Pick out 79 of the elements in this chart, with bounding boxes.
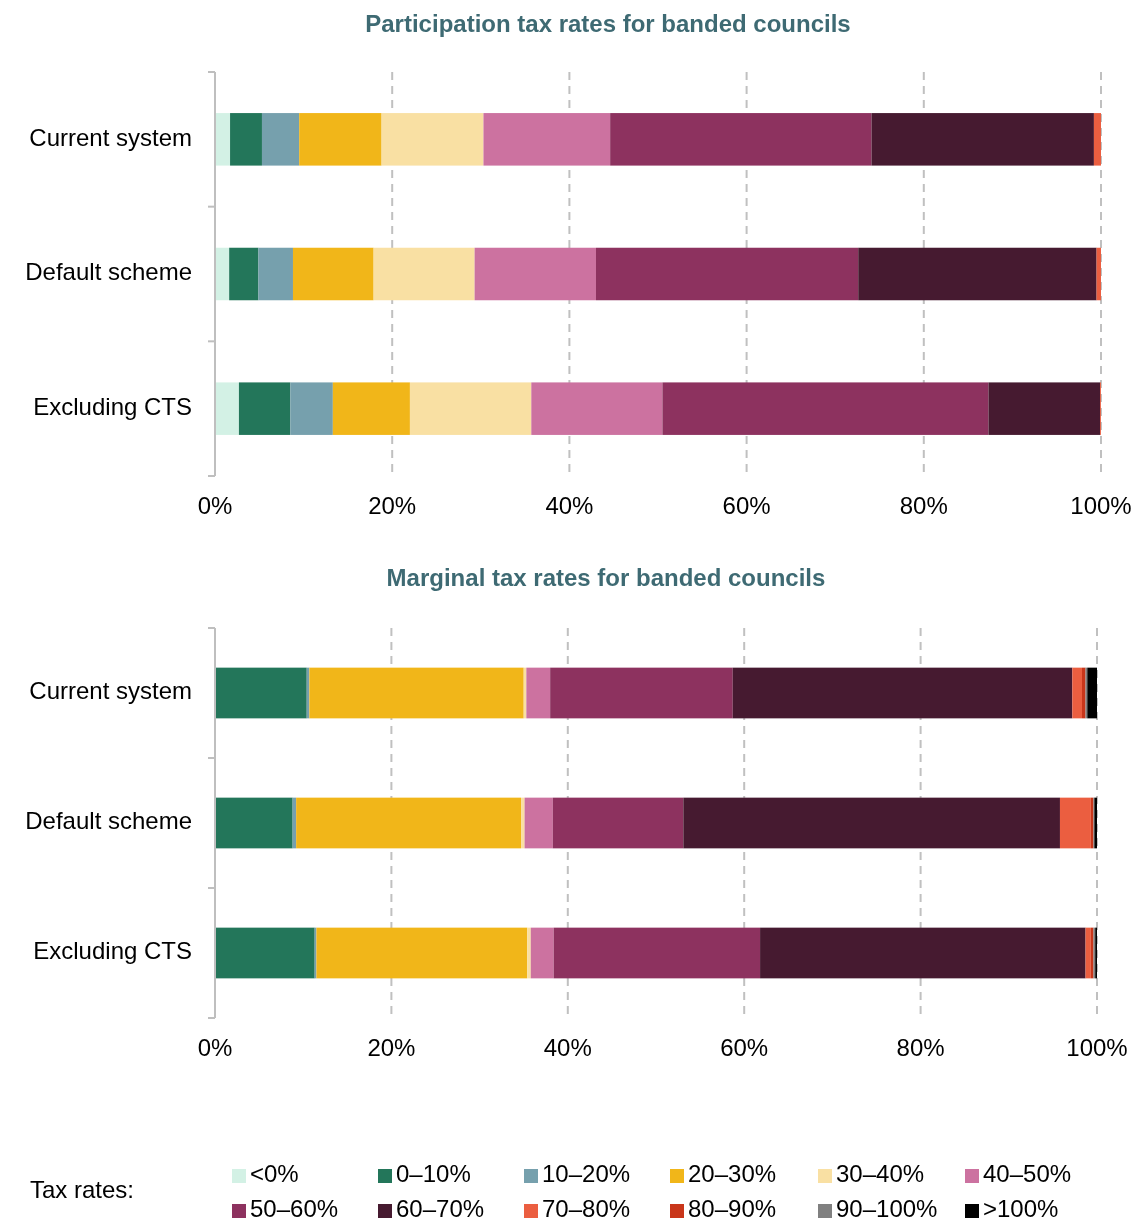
bar bbox=[732, 667, 1073, 719]
chart-title: Participation tax rates for banded councils bbox=[365, 10, 851, 38]
legend-label: 70–80% bbox=[542, 1195, 631, 1223]
bar bbox=[531, 382, 663, 435]
x-tick-label: 80% bbox=[899, 492, 948, 520]
bar bbox=[553, 927, 761, 979]
bar bbox=[309, 667, 524, 719]
legend-label: 80–90% bbox=[688, 1195, 777, 1223]
legend-label: 0–10% bbox=[396, 1160, 471, 1188]
y-tick-label: Default scheme bbox=[25, 807, 192, 835]
bar bbox=[662, 382, 989, 435]
x-tick-label: 0% bbox=[197, 492, 233, 520]
bar bbox=[483, 113, 611, 166]
bar bbox=[988, 382, 1101, 435]
bar bbox=[296, 797, 522, 849]
bar bbox=[595, 247, 859, 301]
bar bbox=[332, 382, 410, 435]
bar bbox=[373, 247, 475, 301]
bar bbox=[474, 247, 596, 301]
bar bbox=[299, 113, 382, 166]
bar bbox=[316, 927, 528, 979]
bar bbox=[238, 382, 291, 435]
bar bbox=[527, 927, 531, 979]
bar bbox=[683, 797, 1060, 849]
bar bbox=[1072, 667, 1082, 719]
x-tick-label: 60% bbox=[720, 1034, 769, 1062]
bar bbox=[215, 382, 239, 435]
x-tick-label: 100% bbox=[1070, 492, 1132, 520]
legend-label: 40–50% bbox=[983, 1160, 1072, 1188]
legend-label: 60–70% bbox=[396, 1195, 485, 1223]
bar bbox=[530, 927, 554, 979]
y-tick-label: Current system bbox=[29, 123, 192, 151]
bar bbox=[409, 382, 532, 435]
x-tick-label: 80% bbox=[896, 1034, 945, 1062]
bar bbox=[1085, 927, 1091, 979]
bar bbox=[1093, 113, 1101, 166]
legend-label: <0% bbox=[250, 1160, 299, 1188]
bar bbox=[381, 113, 484, 166]
x-tick-label: 20% bbox=[367, 1034, 416, 1062]
bar bbox=[230, 113, 262, 166]
legend-label: 10–20% bbox=[542, 1160, 631, 1188]
legend-label: 20–30% bbox=[688, 1160, 777, 1188]
bar bbox=[521, 797, 525, 849]
legend-label: 90–100% bbox=[836, 1195, 938, 1223]
legend-title: Tax rates: bbox=[30, 1176, 135, 1204]
y-tick-label: Current system bbox=[29, 677, 192, 705]
x-tick-label: 20% bbox=[368, 492, 417, 520]
bar bbox=[1059, 797, 1091, 849]
x-tick-label: 0% bbox=[197, 1034, 233, 1062]
bar bbox=[552, 797, 684, 849]
bar bbox=[524, 797, 553, 849]
y-tick-label: Excluding CTS bbox=[33, 393, 192, 421]
bar bbox=[760, 927, 1086, 979]
bar bbox=[550, 667, 733, 719]
x-tick-label: 40% bbox=[545, 492, 594, 520]
y-tick-label: Excluding CTS bbox=[33, 937, 192, 965]
legend-label: 50–60% bbox=[250, 1195, 339, 1223]
bar bbox=[215, 113, 231, 166]
bar bbox=[871, 113, 1094, 166]
bar bbox=[1087, 667, 1097, 719]
legend-label: 30–40% bbox=[836, 1160, 925, 1188]
bar bbox=[261, 113, 300, 166]
y-tick-label: Default scheme bbox=[25, 258, 192, 286]
bar bbox=[258, 247, 293, 301]
bar bbox=[292, 247, 374, 301]
bar bbox=[610, 113, 872, 166]
x-tick-label: 60% bbox=[722, 492, 771, 520]
bar bbox=[215, 927, 315, 979]
bar bbox=[215, 247, 230, 301]
bar bbox=[290, 382, 333, 435]
bar bbox=[526, 667, 551, 719]
bar bbox=[215, 797, 293, 849]
x-tick-label: 100% bbox=[1066, 1034, 1128, 1062]
bar bbox=[229, 247, 259, 301]
legend-label: >100% bbox=[983, 1195, 1059, 1223]
bar bbox=[215, 667, 307, 719]
x-tick-label: 40% bbox=[543, 1034, 592, 1062]
bar bbox=[858, 247, 1097, 301]
chart-title: Marginal tax rates for banded councils bbox=[386, 564, 826, 592]
